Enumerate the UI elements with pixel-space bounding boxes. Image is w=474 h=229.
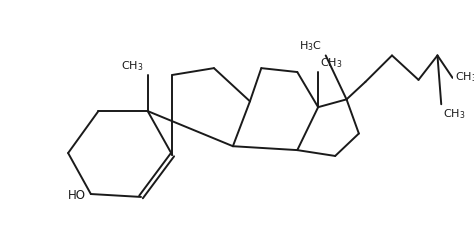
Text: CH$_3$: CH$_3$ <box>121 59 143 73</box>
Text: CH$_3$: CH$_3$ <box>444 107 466 121</box>
Text: HO: HO <box>67 188 85 201</box>
Text: CH$_3$: CH$_3$ <box>320 56 343 70</box>
Text: H$_3$C: H$_3$C <box>299 39 322 53</box>
Text: CH$_3$: CH$_3$ <box>455 69 474 83</box>
